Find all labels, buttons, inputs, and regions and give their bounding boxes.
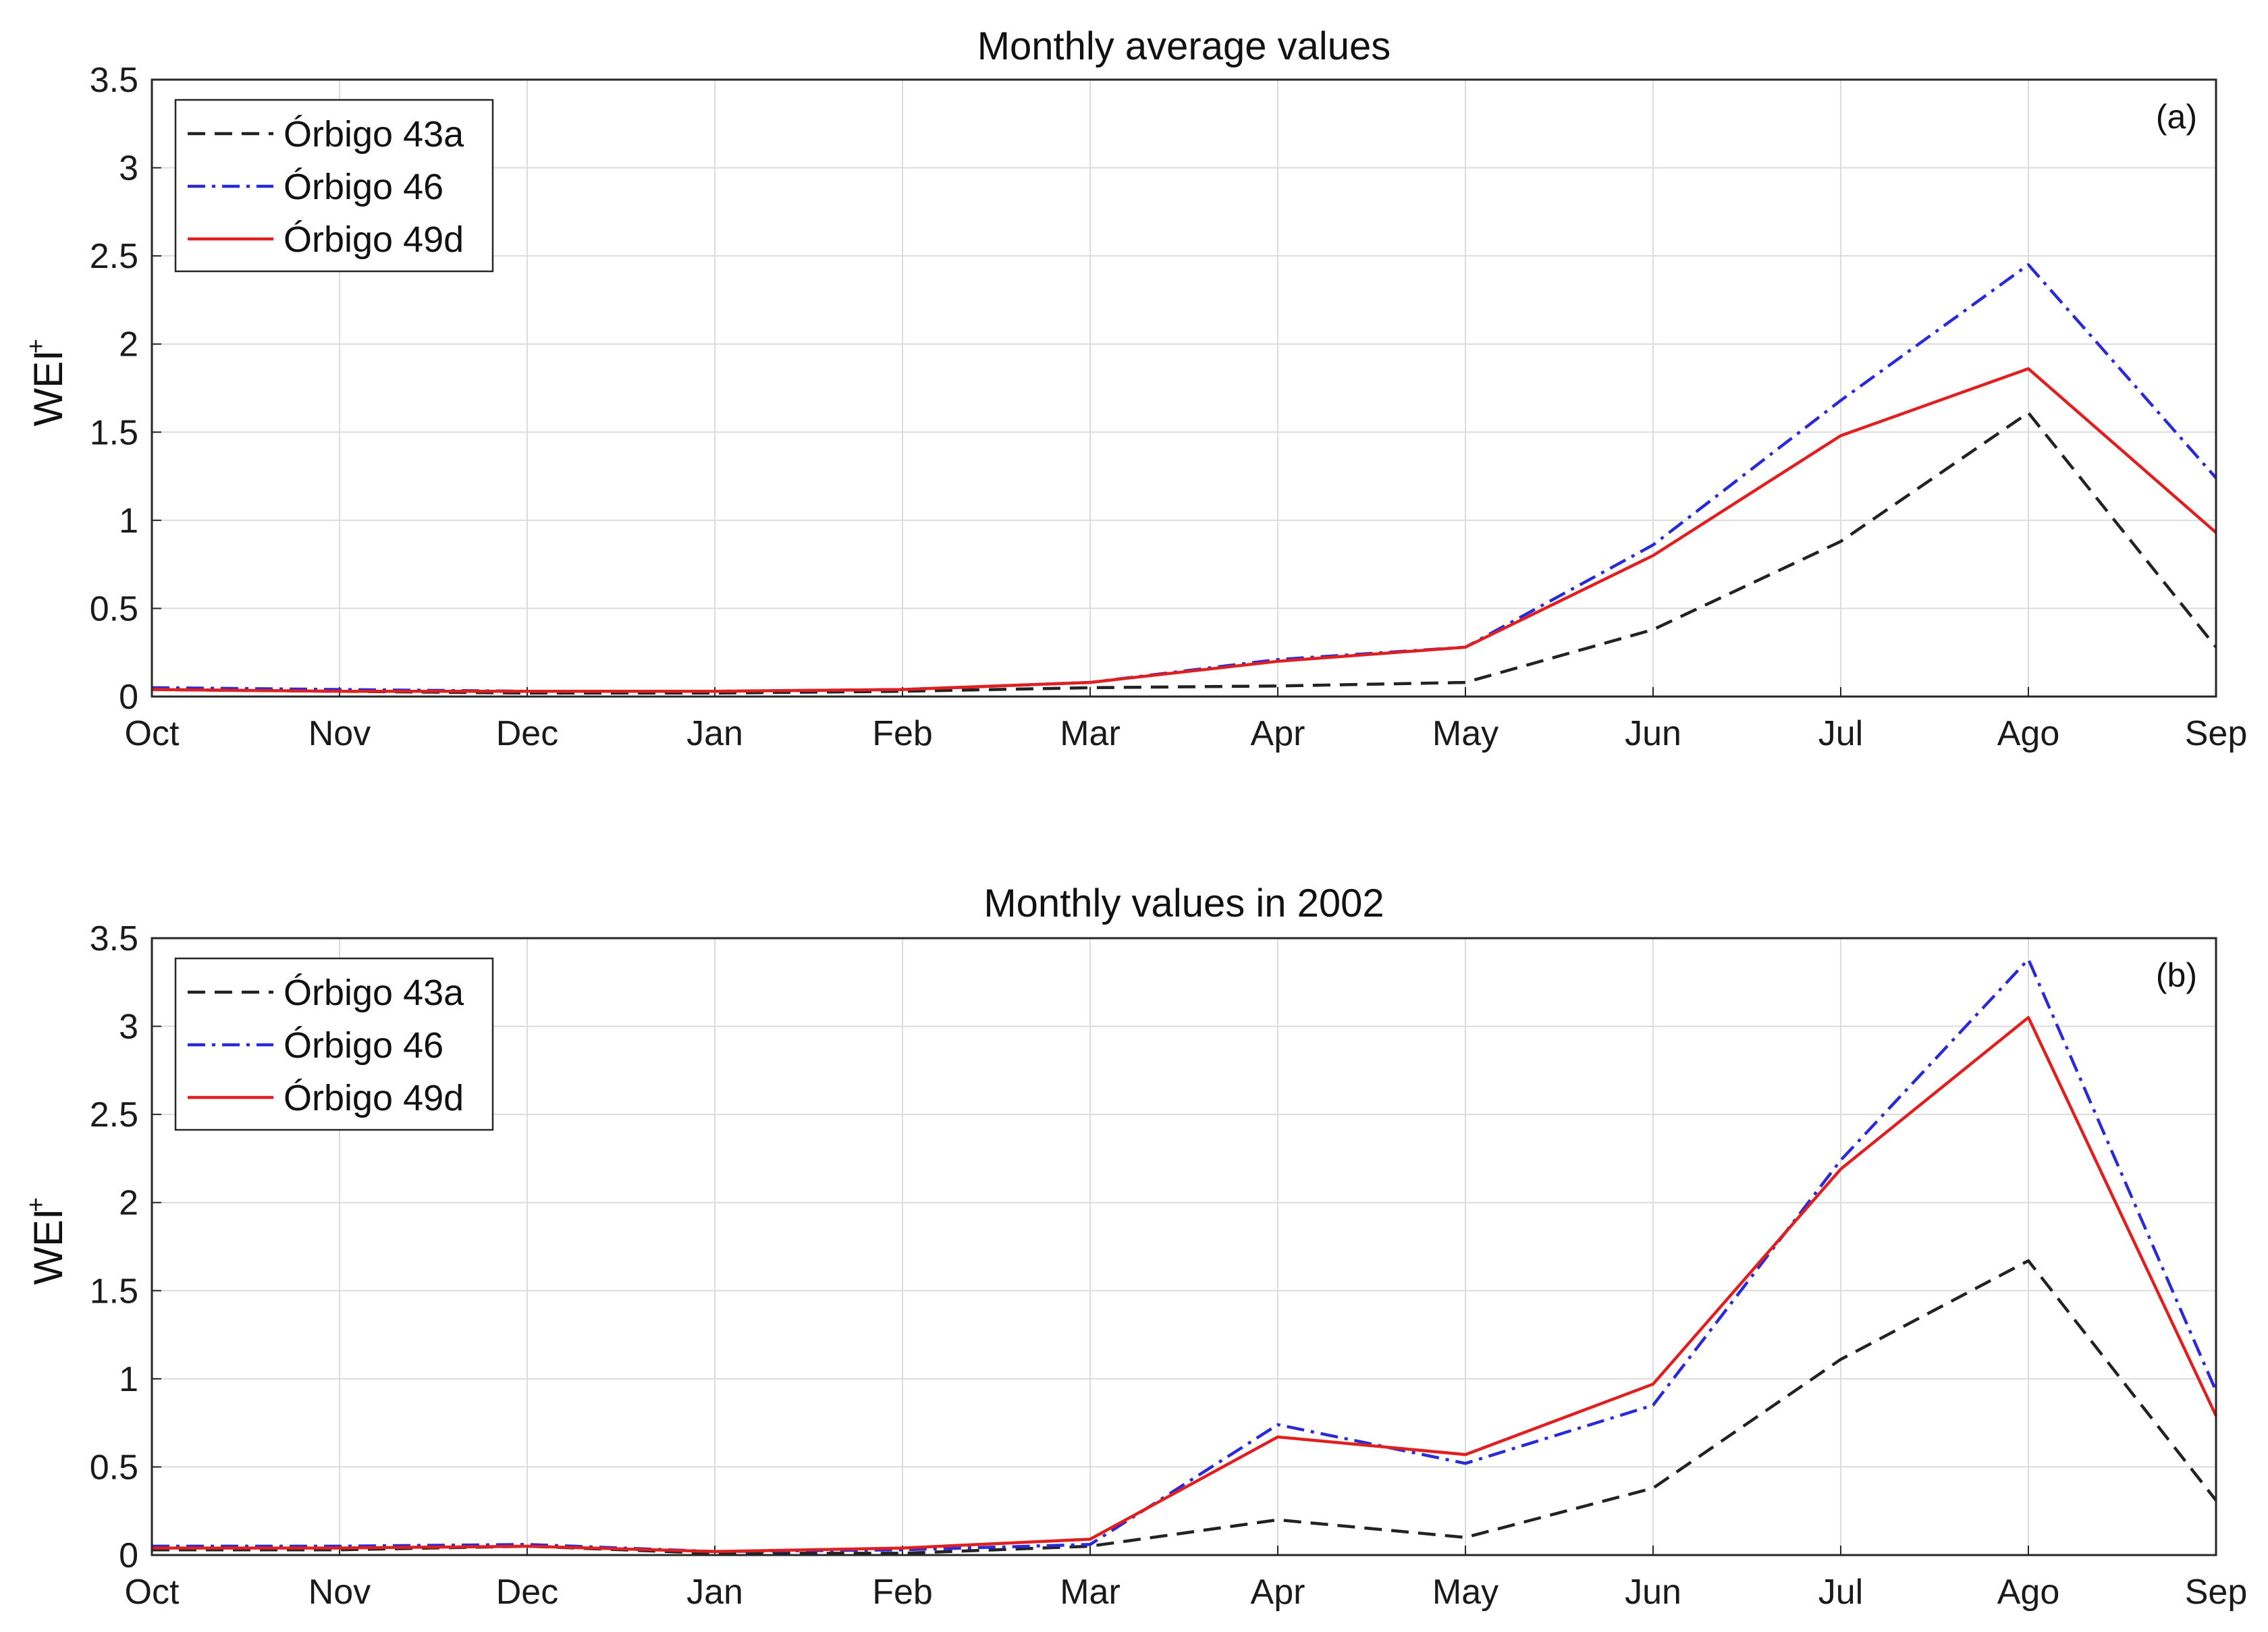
y-tick-label: 1 bbox=[119, 1360, 138, 1399]
legend: Órbigo 43a Órbigo 46 Órbigo 49d bbox=[174, 957, 494, 1131]
series-line--rbigo-49d bbox=[151, 367, 2217, 693]
x-tick-label: Oct bbox=[125, 1573, 180, 1612]
x-tick-label: Ago bbox=[1997, 1573, 2060, 1612]
x-tick-label: Apr bbox=[1251, 714, 1305, 753]
y-axis-label-superscript: + bbox=[22, 339, 51, 354]
y-axis-label-text: WEI bbox=[26, 350, 71, 426]
y-axis-label: WEI+ bbox=[22, 339, 71, 427]
x-tick-label: Feb bbox=[872, 1573, 933, 1612]
series-line--rbigo-43a bbox=[152, 1259, 2217, 1555]
series-line--rbigo-49d bbox=[152, 1016, 2218, 1554]
x-tick-label: Feb bbox=[872, 714, 933, 753]
series-line--rbigo-43a bbox=[151, 411, 2217, 695]
y-tick-label: 2 bbox=[119, 1184, 138, 1223]
plot-area bbox=[152, 938, 2216, 1555]
x-tick-label: Sep bbox=[2185, 714, 2248, 753]
chart-title: Monthly values in 2002 bbox=[983, 881, 1384, 925]
x-tick-label: Ago bbox=[1997, 714, 2060, 753]
x-tick-label: Mar bbox=[1060, 1573, 1120, 1612]
legend-entry: Órbigo 43a bbox=[284, 114, 464, 155]
legend-entry: Órbigo 46 bbox=[284, 1025, 443, 1066]
x-tick-label: Jun bbox=[1625, 714, 1681, 753]
y-tick-label: 2.5 bbox=[90, 237, 138, 276]
series-line--rbigo-46 bbox=[152, 958, 2218, 1554]
y-tick-label: 3.5 bbox=[90, 919, 138, 958]
y-axis-label-text: WEI bbox=[26, 1208, 71, 1284]
y-tick-label: 2 bbox=[119, 325, 138, 364]
x-tick-label: Apr bbox=[1251, 1573, 1305, 1612]
y-tick-label: 0.5 bbox=[90, 1448, 138, 1487]
x-tick-label: Jun bbox=[1625, 1573, 1681, 1612]
y-tick-label: 0.5 bbox=[90, 589, 138, 628]
x-tick-label: Jul bbox=[1818, 714, 1863, 753]
y-axis-label: WEI+ bbox=[22, 1197, 71, 1285]
y-tick-label: 3.5 bbox=[90, 61, 138, 100]
panel-b: Oct Nov Dec Jan Feb Mar Apr May Jun Jul Ago Sep 0 0.5… bbox=[22, 881, 2247, 1612]
legend-entry: Órbigo 49d bbox=[284, 1078, 464, 1118]
x-tick-label: May bbox=[1432, 714, 1498, 753]
x-tick-label: Dec bbox=[496, 714, 558, 753]
x-tick-label: May bbox=[1432, 1573, 1498, 1612]
chart-title: Monthly average values bbox=[977, 24, 1391, 68]
legend-entry: Órbigo 46 bbox=[284, 167, 443, 207]
x-tick-label: Jan bbox=[686, 1573, 743, 1612]
x-tick-label: Oct bbox=[125, 714, 180, 753]
axes-frame bbox=[151, 78, 2217, 698]
x-tick-label: Dec bbox=[496, 1573, 558, 1612]
x-tick-label: Jan bbox=[686, 714, 743, 753]
legend-entry: Órbigo 49d bbox=[284, 219, 464, 260]
y-tick-label: 1.5 bbox=[90, 413, 138, 452]
x-tick-label: Sep bbox=[2185, 1573, 2248, 1612]
x-tick-label: Mar bbox=[1060, 714, 1120, 753]
axes-frame bbox=[151, 937, 2217, 1556]
y-axis-label-superscript: + bbox=[22, 1197, 51, 1212]
plot-area bbox=[152, 80, 2216, 697]
legend: Órbigo 43a Órbigo 46 Órbigo 49d bbox=[174, 99, 494, 273]
y-tick-label: 0 bbox=[119, 1536, 138, 1575]
legend-entry: Órbigo 43a bbox=[284, 973, 464, 1013]
y-tick-label: 2.5 bbox=[90, 1095, 138, 1135]
y-tick-label: 0 bbox=[119, 678, 138, 717]
y-tick-label: 1.5 bbox=[90, 1272, 138, 1311]
x-tick-label: Jul bbox=[1818, 1573, 1863, 1612]
y-tick-label: 3 bbox=[119, 149, 138, 188]
panel-a: Oct Nov Dec Jan Feb Mar Apr May Jun Jul Ago Sep 0 0.5… bbox=[22, 24, 2247, 753]
x-tick-label: Nov bbox=[308, 714, 371, 753]
panel-label: (b) bbox=[2156, 956, 2197, 994]
x-tick-label: Nov bbox=[308, 1573, 371, 1612]
panel-label: (a) bbox=[2156, 98, 2197, 136]
y-tick-label: 3 bbox=[119, 1008, 138, 1047]
y-tick-label: 1 bbox=[119, 501, 138, 541]
